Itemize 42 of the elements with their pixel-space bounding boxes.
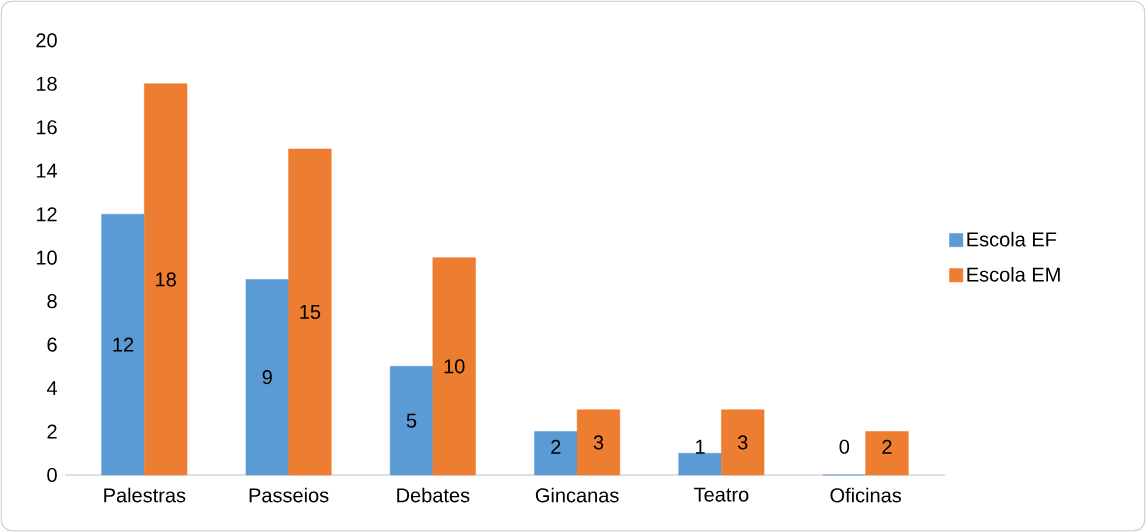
x-tick-label: Debates bbox=[397, 487, 470, 503]
bar bbox=[144, 83, 188, 476]
bar bbox=[865, 431, 909, 476]
y-tick-label: 20 bbox=[36, 33, 57, 48]
legend-label: Escola EM bbox=[967, 267, 1060, 282]
y-tick-label: 6 bbox=[47, 337, 57, 352]
data-label: 0 bbox=[839, 439, 850, 454]
data-label: 3 bbox=[737, 435, 748, 450]
data-label: 9 bbox=[262, 370, 272, 385]
data-label: 15 bbox=[300, 305, 321, 319]
y-tick-label: 4 bbox=[46, 381, 58, 395]
x-tick-label: Passeios bbox=[249, 487, 329, 503]
data-label: 3 bbox=[593, 435, 604, 450]
y-tick-label: 18 bbox=[36, 76, 57, 91]
data-label: 1 bbox=[696, 439, 705, 454]
data-label: 12 bbox=[113, 337, 134, 352]
y-tick-label: 12 bbox=[36, 207, 57, 222]
bar bbox=[432, 257, 476, 476]
bar bbox=[534, 431, 578, 476]
bar bbox=[389, 366, 434, 476]
bar bbox=[721, 409, 765, 476]
bar bbox=[101, 213, 145, 476]
data-label: 18 bbox=[156, 272, 176, 287]
data-label: 10 bbox=[444, 359, 465, 374]
data-label: 5 bbox=[406, 413, 417, 428]
x-tick-label: Oficinas bbox=[830, 487, 902, 503]
bar bbox=[288, 148, 332, 476]
x-tick-label: Palestras bbox=[104, 487, 186, 503]
data-label: 2 bbox=[882, 439, 892, 454]
bar bbox=[678, 453, 722, 476]
legend-label: Escola EF bbox=[967, 231, 1057, 247]
y-tick-label: 0 bbox=[47, 467, 57, 483]
y-tick-label: 2 bbox=[47, 424, 57, 439]
y-tick-label: 10 bbox=[36, 250, 57, 265]
y-tick-label: 14 bbox=[36, 163, 58, 178]
y-tick-label: 8 bbox=[47, 294, 57, 309]
data-label: 2 bbox=[551, 439, 561, 454]
x-tick-label: Gincanas bbox=[535, 487, 619, 503]
bar bbox=[576, 409, 621, 476]
bar bbox=[245, 279, 289, 476]
x-tick-label: Teatro bbox=[694, 487, 749, 502]
y-tick-label: 16 bbox=[36, 120, 57, 135]
